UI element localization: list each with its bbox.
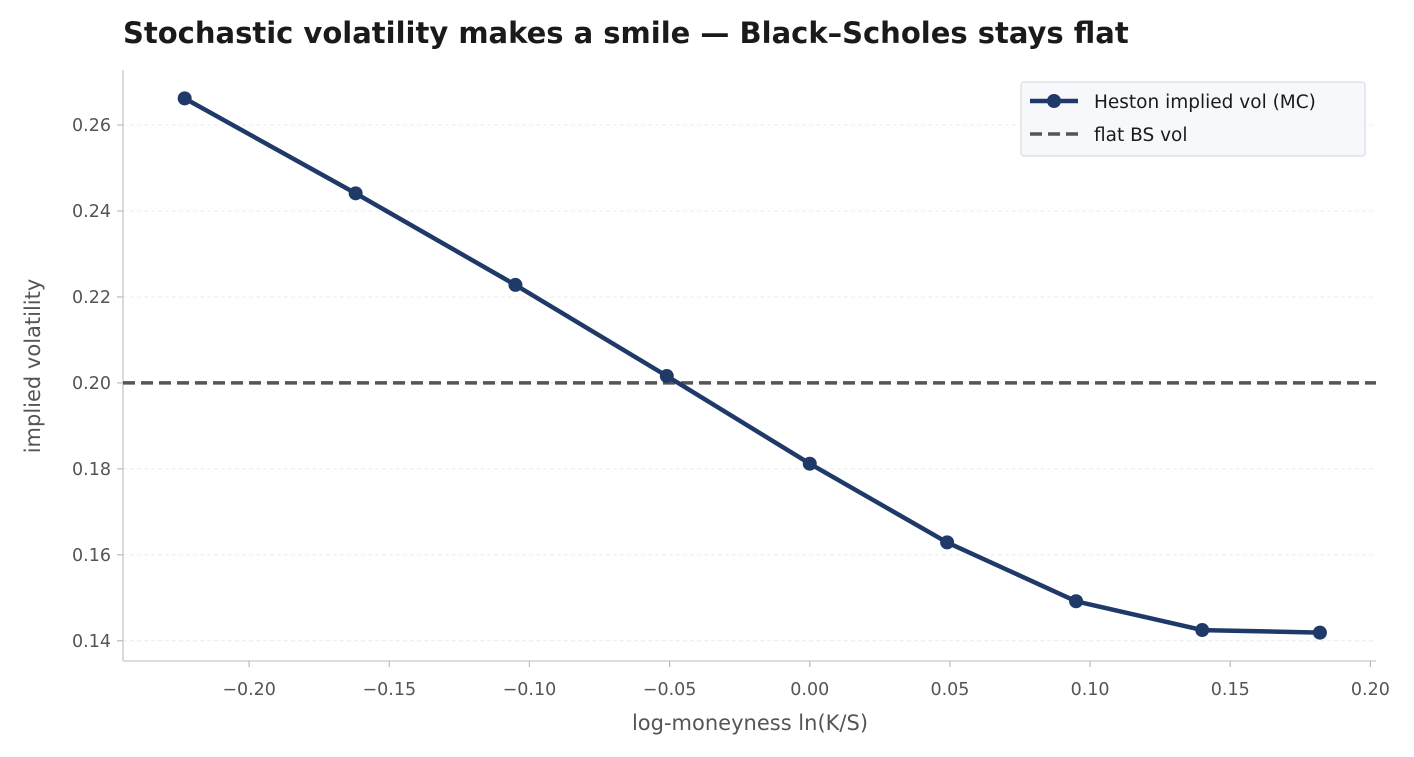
- legend: Heston implied vol (MC) flat BS vol: [1020, 81, 1366, 157]
- legend-heston-label: Heston implied vol (MC): [1094, 92, 1316, 113]
- legend-heston-marker: [1047, 94, 1061, 108]
- series-layer: [123, 91, 1376, 640]
- legend-box: [1020, 81, 1366, 157]
- y-tick-label: 0.20: [72, 374, 111, 394]
- y-tick-label: 0.14: [72, 632, 111, 652]
- heston-point: [508, 277, 523, 292]
- x-tick-label: 0.05: [930, 680, 969, 700]
- x-tick-label: −0.10: [503, 680, 557, 700]
- chart-title: Stochastic volatility makes a smile — Bl…: [123, 16, 1129, 50]
- x-tick-label: 0.20: [1351, 680, 1390, 700]
- heston-point: [1195, 623, 1210, 638]
- heston-point: [659, 369, 674, 384]
- y-tick-label: 0.22: [72, 288, 111, 308]
- x-tick-label: 0.10: [1071, 680, 1110, 700]
- x-tick-label: −0.05: [643, 680, 697, 700]
- axes-spines: [122, 70, 1376, 662]
- heston-point: [348, 186, 363, 201]
- x-tick-label: −0.15: [362, 680, 416, 700]
- x-tick-label: −0.20: [222, 680, 276, 700]
- x-axis-ticks: −0.20 −0.15 −0.10 −0.05 0.00 0.05 0.10 0.15 0.20: [222, 661, 1390, 700]
- heston-point: [1069, 594, 1084, 609]
- x-tick-label: 0.15: [1211, 680, 1250, 700]
- heston-point: [177, 91, 192, 106]
- heston-point: [1312, 625, 1327, 640]
- heston-point: [802, 456, 817, 471]
- legend-bs-label: flat BS vol: [1094, 125, 1188, 146]
- y-tick-label: 0.26: [72, 116, 111, 136]
- y-tick-label: 0.24: [72, 202, 111, 222]
- heston-point: [940, 535, 955, 550]
- y-tick-label: 0.18: [72, 460, 111, 480]
- x-axis-label: log-moneyness ln(K/S): [632, 711, 868, 735]
- x-tick-label: 0.00: [790, 680, 829, 700]
- y-axis-label: implied volatility: [21, 279, 45, 454]
- y-tick-label: 0.16: [72, 546, 111, 566]
- heston-line: [183, 96, 1320, 635]
- y-axis-ticks: 0.14 0.16 0.18 0.20 0.22 0.24 0.26: [72, 116, 123, 652]
